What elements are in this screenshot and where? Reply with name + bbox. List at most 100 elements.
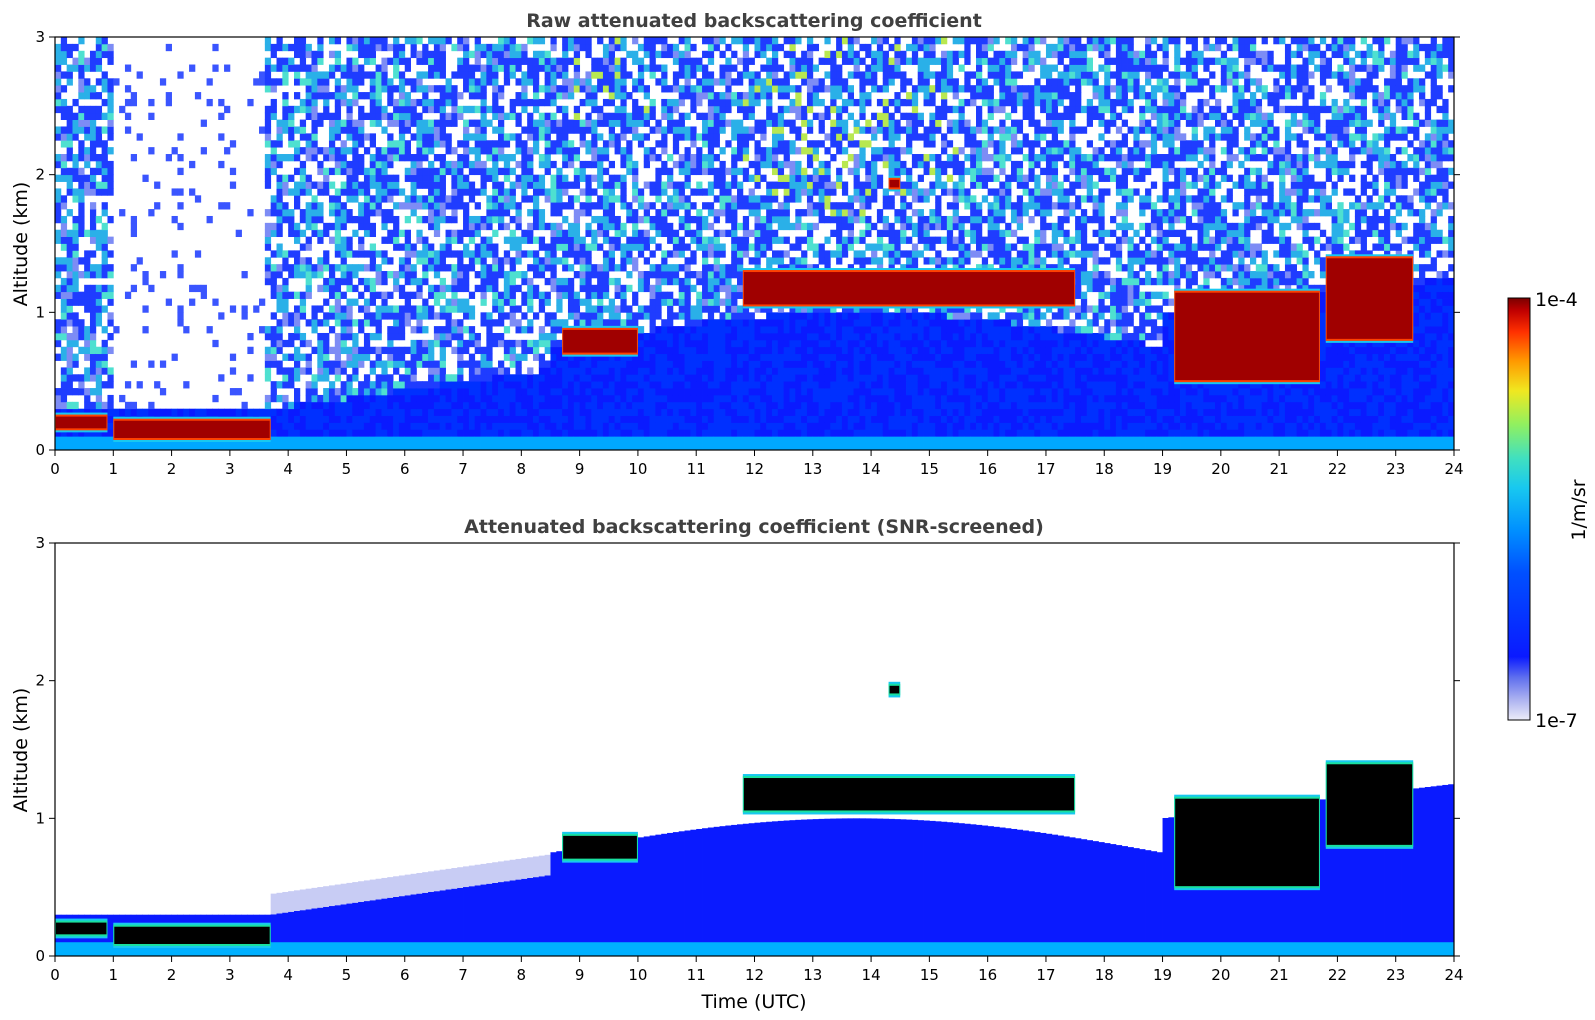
noise-cell — [690, 381, 697, 389]
noise-cell — [270, 43, 277, 52]
noise-cell — [276, 415, 283, 423]
noise-cell — [463, 408, 470, 416]
noise-cell — [597, 243, 604, 251]
noise-cell — [573, 236, 581, 244]
noise-cell — [597, 271, 604, 279]
noise-cell — [218, 408, 225, 416]
noise-cell — [363, 401, 371, 410]
noise-cell — [492, 229, 499, 238]
noise-cell — [288, 429, 295, 437]
noise-cell — [130, 360, 138, 368]
noise-cell — [498, 112, 505, 120]
noise-cell — [311, 57, 318, 65]
noise-cell — [591, 202, 598, 210]
noise-cell — [585, 429, 592, 437]
noise-cell — [789, 43, 796, 52]
noise-cell — [795, 422, 802, 430]
noise-cell — [725, 264, 732, 272]
noise-cell — [78, 291, 85, 299]
noise-cell — [702, 119, 709, 127]
noise-cell — [573, 37, 581, 45]
noise-cell — [107, 181, 114, 189]
noise-cell — [678, 222, 685, 231]
noise-cell — [404, 126, 411, 134]
noise-cell — [532, 291, 540, 299]
noise-cell — [626, 443, 633, 450]
noise-cell — [334, 374, 342, 382]
noise-cell — [480, 346, 487, 355]
noise-cell — [294, 43, 301, 52]
noise-cell — [486, 388, 493, 396]
noise-cell — [696, 181, 703, 189]
noise-cell — [439, 284, 446, 293]
noise-cell — [672, 140, 680, 148]
noise-cell — [445, 401, 452, 410]
noise-cell — [556, 147, 563, 155]
noise-cell — [480, 429, 487, 437]
noise-cell — [398, 443, 406, 450]
noise-cell — [55, 436, 62, 444]
noise-cell — [422, 443, 429, 450]
noise-cell — [806, 360, 814, 368]
noise-cell — [789, 222, 796, 231]
noise-cell — [119, 209, 126, 217]
noise-cell — [352, 188, 359, 196]
noise-cell — [177, 305, 184, 313]
noise-cell — [78, 57, 85, 65]
noise-cell — [649, 147, 656, 155]
noise-cell — [637, 360, 645, 368]
noise-cell — [218, 160, 225, 169]
noise-cell — [614, 57, 621, 65]
noise-cell — [375, 374, 382, 382]
noise-cell — [95, 78, 103, 86]
noise-cell — [731, 257, 738, 265]
noise-cell — [247, 346, 254, 355]
noise-cell — [95, 394, 103, 403]
noise-cell — [573, 195, 581, 203]
noise-cell — [276, 291, 283, 299]
noise-cell — [795, 236, 802, 244]
noise-cell — [101, 436, 108, 444]
noise-cell — [72, 167, 79, 176]
noise-cell — [550, 236, 557, 244]
noise-cell — [649, 264, 656, 272]
noise-cell — [544, 429, 551, 437]
noise-cell — [398, 319, 406, 327]
noise-cell — [398, 78, 406, 86]
noise-cell — [381, 415, 388, 423]
noise-cell — [358, 408, 365, 416]
noise-cell — [567, 222, 575, 231]
noise-cell — [667, 374, 674, 382]
noise-cell — [538, 326, 546, 334]
noise-cell — [707, 243, 715, 251]
noise-cell — [428, 71, 435, 79]
noise-cell — [84, 394, 91, 403]
noise-cell — [451, 215, 458, 224]
noise-cell — [492, 388, 499, 396]
noise-cell — [428, 209, 435, 217]
noise-cell — [777, 147, 785, 155]
noise-cell — [515, 360, 522, 368]
noise-cell — [369, 222, 376, 231]
noise-cell — [334, 229, 342, 238]
noise-cell — [550, 257, 557, 265]
noise-cell — [340, 305, 347, 313]
noise-cell — [457, 195, 464, 203]
noise-cell — [107, 215, 114, 224]
noise-cell — [189, 408, 196, 416]
noise-cell — [95, 264, 103, 272]
noise-cell — [270, 112, 277, 120]
noise-cell — [509, 284, 516, 293]
noise-cell — [789, 160, 796, 169]
noise-cell — [89, 112, 97, 120]
noise-cell — [591, 236, 598, 244]
noise-cell — [637, 408, 645, 416]
noise-cell — [457, 174, 464, 182]
noise-cell — [305, 408, 312, 416]
noise-cell — [503, 271, 511, 279]
noise-cell — [737, 360, 744, 368]
noise-cell — [783, 443, 790, 450]
noise-cell — [416, 181, 423, 189]
noise-cell — [148, 147, 155, 155]
noise-cell — [672, 401, 680, 410]
